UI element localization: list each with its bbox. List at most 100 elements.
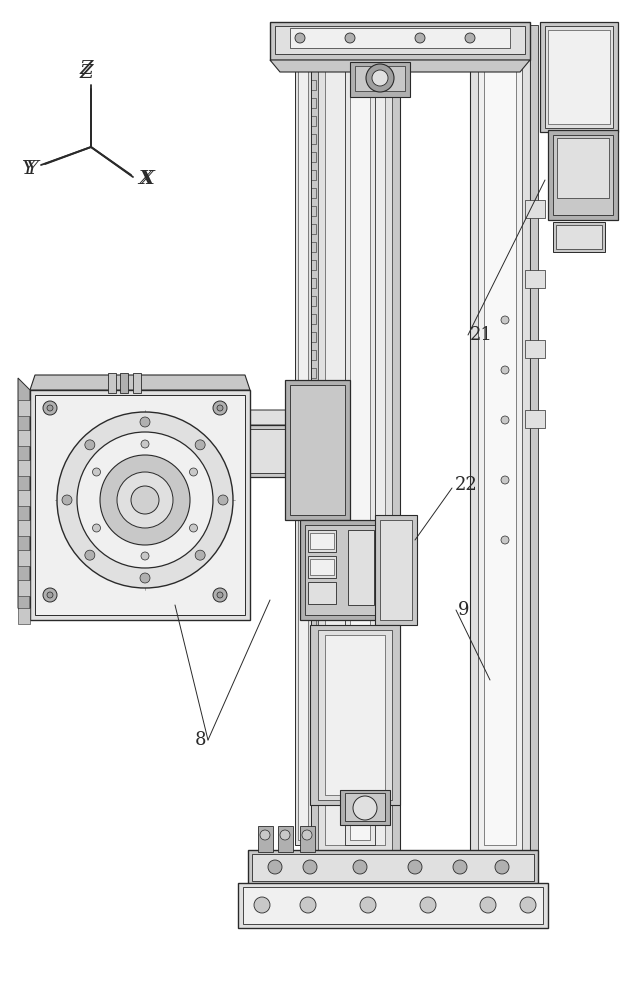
Circle shape bbox=[47, 592, 53, 598]
Bar bbox=[308, 98, 316, 108]
Bar bbox=[160, 467, 165, 473]
Circle shape bbox=[372, 70, 388, 86]
Bar bbox=[380, 520, 412, 620]
Circle shape bbox=[501, 476, 509, 484]
Circle shape bbox=[140, 573, 150, 583]
Bar bbox=[310, 559, 334, 575]
Circle shape bbox=[501, 316, 509, 324]
Circle shape bbox=[254, 897, 270, 913]
Bar bbox=[308, 152, 316, 162]
Bar bbox=[300, 826, 315, 852]
Bar bbox=[350, 50, 370, 840]
Bar bbox=[120, 373, 128, 393]
Bar bbox=[553, 222, 605, 252]
Bar bbox=[308, 512, 316, 522]
Circle shape bbox=[85, 440, 95, 450]
Bar bbox=[108, 373, 116, 393]
Bar bbox=[270, 22, 530, 60]
Bar bbox=[107, 497, 113, 503]
Circle shape bbox=[100, 455, 190, 545]
Circle shape bbox=[47, 405, 53, 411]
Bar bbox=[308, 134, 316, 144]
Text: X: X bbox=[138, 170, 152, 188]
Bar bbox=[308, 368, 316, 378]
Text: 22: 22 bbox=[455, 476, 478, 494]
Bar bbox=[545, 26, 613, 128]
Circle shape bbox=[300, 897, 316, 913]
Bar bbox=[318, 30, 392, 850]
Bar bbox=[318, 630, 392, 800]
Bar bbox=[348, 530, 374, 605]
Circle shape bbox=[295, 33, 305, 43]
Circle shape bbox=[302, 830, 312, 840]
Circle shape bbox=[85, 550, 95, 560]
Bar bbox=[525, 410, 545, 428]
Circle shape bbox=[141, 552, 149, 560]
Bar bbox=[548, 30, 610, 124]
Circle shape bbox=[268, 860, 282, 874]
Bar bbox=[308, 80, 316, 90]
Circle shape bbox=[213, 401, 227, 415]
Bar bbox=[30, 390, 250, 620]
Bar bbox=[295, 35, 311, 845]
Bar bbox=[177, 497, 183, 503]
Circle shape bbox=[141, 440, 149, 448]
Bar bbox=[308, 296, 316, 306]
Circle shape bbox=[280, 830, 290, 840]
Circle shape bbox=[366, 64, 394, 92]
Bar bbox=[308, 170, 316, 180]
Bar bbox=[355, 66, 405, 91]
Bar bbox=[238, 883, 548, 928]
Circle shape bbox=[501, 366, 509, 374]
Text: Z: Z bbox=[79, 64, 92, 82]
Bar bbox=[308, 566, 316, 576]
Bar bbox=[484, 35, 516, 845]
Bar bbox=[308, 332, 316, 342]
Bar bbox=[525, 270, 545, 288]
Circle shape bbox=[303, 860, 317, 874]
Bar bbox=[308, 242, 316, 252]
Bar bbox=[275, 26, 525, 54]
Bar bbox=[308, 260, 316, 270]
Polygon shape bbox=[170, 410, 322, 425]
Bar bbox=[310, 625, 400, 805]
Bar bbox=[325, 35, 385, 845]
Bar bbox=[553, 135, 613, 215]
Circle shape bbox=[117, 472, 173, 528]
Bar bbox=[308, 548, 316, 558]
Text: 9: 9 bbox=[458, 601, 469, 619]
Bar bbox=[308, 582, 336, 604]
Polygon shape bbox=[30, 375, 250, 390]
Circle shape bbox=[57, 412, 233, 588]
Bar bbox=[308, 584, 316, 594]
Bar bbox=[478, 30, 522, 850]
Polygon shape bbox=[18, 550, 30, 566]
Polygon shape bbox=[18, 580, 30, 596]
Bar bbox=[308, 116, 316, 126]
Bar bbox=[308, 638, 316, 648]
Bar bbox=[290, 385, 345, 515]
Polygon shape bbox=[18, 400, 30, 416]
Circle shape bbox=[501, 536, 509, 544]
Polygon shape bbox=[18, 520, 30, 536]
Polygon shape bbox=[18, 378, 30, 620]
Circle shape bbox=[217, 592, 223, 598]
Circle shape bbox=[131, 486, 159, 514]
Bar bbox=[305, 525, 377, 615]
Bar bbox=[325, 635, 385, 795]
Bar bbox=[252, 854, 534, 881]
Circle shape bbox=[353, 860, 367, 874]
Circle shape bbox=[195, 550, 205, 560]
Polygon shape bbox=[18, 430, 30, 446]
Bar bbox=[308, 440, 316, 450]
Bar bbox=[540, 22, 618, 132]
Bar bbox=[308, 556, 336, 578]
Circle shape bbox=[62, 495, 72, 505]
Circle shape bbox=[43, 401, 57, 415]
Bar bbox=[285, 380, 350, 520]
Circle shape bbox=[465, 33, 475, 43]
Bar bbox=[308, 278, 316, 288]
Bar bbox=[308, 224, 316, 234]
Polygon shape bbox=[18, 460, 30, 476]
Bar bbox=[125, 467, 130, 473]
